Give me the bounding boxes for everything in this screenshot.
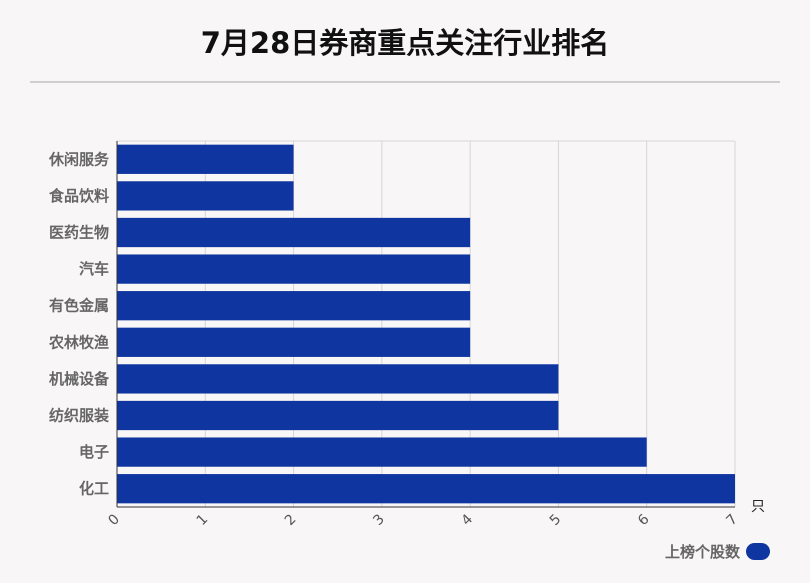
bar [117, 181, 294, 211]
legend-swatch [746, 542, 770, 560]
chart-title: 7月28日券商重点关注行业排名 [200, 26, 610, 60]
bar [117, 437, 647, 467]
legend[interactable]: 上榜个股数 [665, 541, 770, 561]
bar [117, 364, 559, 394]
bar [117, 254, 471, 284]
category-label: 机械设备 [49, 370, 110, 388]
x-tick-label: 5 [547, 511, 565, 529]
x-tick-label: 1 [194, 511, 212, 529]
category-label: 有色金属 [49, 297, 109, 315]
bar [117, 400, 559, 431]
x-tick-label: 6 [635, 511, 653, 529]
x-tick-label: 3 [370, 511, 388, 529]
bar [117, 144, 294, 174]
category-label: 汽车 [79, 260, 109, 278]
category-label: 农林牧渔 [48, 333, 109, 351]
category-label: 纺织服装 [49, 407, 110, 425]
category-label: 化工 [79, 480, 109, 498]
bar [117, 217, 471, 248]
category-label: 食品饮料 [49, 187, 109, 205]
x-tick-label: 0 [105, 511, 123, 529]
title-divider [30, 81, 780, 83]
category-label: 电子 [79, 443, 109, 461]
x-tick-label: 2 [282, 511, 300, 529]
category-label: 医药生物 [49, 224, 109, 242]
x-unit-label: 只 [751, 499, 765, 515]
x-tick-label: 4 [459, 511, 477, 529]
bar [117, 474, 735, 504]
category-label: 休闲服务 [48, 150, 110, 168]
x-tick-label: 7 [723, 511, 741, 529]
bar [117, 291, 471, 321]
legend-label: 上榜个股数 [664, 542, 740, 561]
bar [117, 327, 471, 357]
